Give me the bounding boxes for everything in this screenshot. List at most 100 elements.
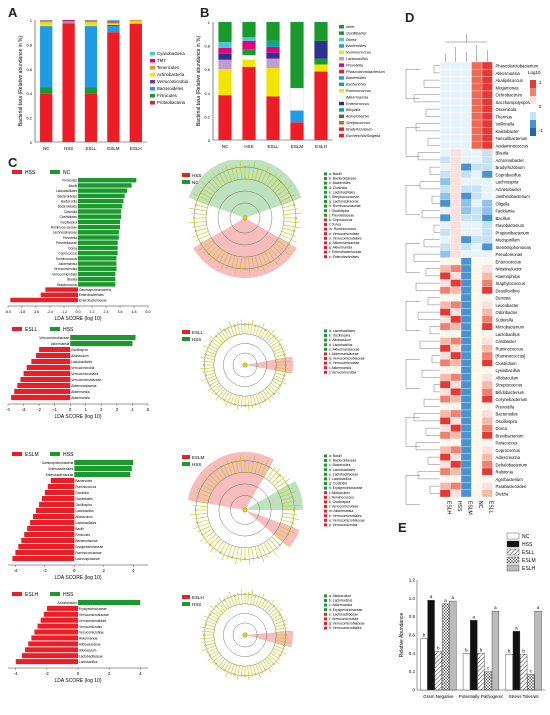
b-legend-swatch	[339, 89, 344, 93]
c-clade-ring	[223, 343, 267, 387]
c-clade-branch	[190, 512, 208, 516]
c-clade-branch	[270, 338, 283, 348]
c-clade-branch	[202, 370, 215, 373]
e-sig-letter: a	[451, 595, 454, 600]
d-heatmap-cell	[460, 134, 472, 142]
d-heatmap-cell	[460, 293, 472, 302]
d-row-label: Thermus	[496, 114, 513, 119]
d-heatmap-cell	[460, 214, 472, 222]
d-row-label: Veillonella	[496, 122, 516, 127]
c-clade-branch	[247, 591, 250, 604]
c-clade-branch	[274, 645, 286, 651]
c-clade-branch	[276, 360, 291, 363]
c-clade-branch	[257, 393, 264, 405]
d-heatmap-cell	[450, 359, 462, 367]
c-lda-label: Coprococcus	[58, 252, 77, 256]
b-ytick: 0.2	[204, 114, 210, 119]
c-clade-node	[244, 674, 247, 677]
c-clado-legend-swatch	[324, 622, 327, 625]
c-lda-bar	[50, 478, 75, 484]
c-clade-node	[230, 266, 233, 269]
c-axis-label: LDA SCORE (log 10)	[55, 316, 102, 322]
a-bar-segment	[62, 21, 75, 23]
c-tick-label: 4	[131, 407, 134, 412]
d-heatmap-cell	[481, 214, 493, 222]
c-lda-label: Streptococcus	[57, 283, 78, 287]
c-lda-bar	[78, 266, 117, 271]
c-clade-node	[284, 634, 287, 637]
c-clade-branch	[260, 599, 266, 609]
c-lda-label: Clostridiales	[75, 497, 93, 501]
c-lda-label: Lachnospiraceae	[53, 231, 78, 235]
c-clade-branch	[209, 614, 219, 620]
c-clade-branch	[274, 183, 287, 194]
c-clado-legend-swatch	[324, 486, 327, 490]
c-clade-branch	[202, 474, 217, 486]
b-legend-label: Ruminococcus	[346, 51, 371, 55]
c-clade-branch	[220, 467, 227, 478]
b-legend-swatch	[339, 25, 344, 29]
c-clade-branch	[215, 335, 224, 344]
c-clade-node	[233, 673, 236, 676]
c-clade-branch	[214, 540, 224, 553]
d-heatmap-cell	[471, 148, 483, 157]
c-clade-branch	[231, 168, 236, 181]
c-clade-node	[257, 167, 260, 170]
d-heatmap-cell	[450, 83, 462, 92]
a-bar-segment	[84, 22, 98, 27]
d-heatmap-cell	[460, 257, 472, 266]
d-heatmap-cell	[471, 250, 483, 258]
c-clade-node	[209, 543, 212, 546]
a-legend-label: Bacteroidetes	[157, 86, 183, 91]
c-clade-branch	[264, 658, 273, 669]
d-row-label: Mucispirillum	[496, 238, 521, 243]
d-heatmap-cell	[460, 206, 472, 215]
c-tick-label: -4	[14, 568, 18, 573]
c-clade-branch	[276, 630, 291, 633]
d-legend-swatch	[530, 88, 536, 96]
c-clade-branch	[251, 455, 255, 473]
c-legend-label: HSS	[63, 327, 74, 333]
c-lda-label: Oscillospira	[61, 220, 78, 224]
d-heatmap-cell	[460, 467, 472, 476]
c-clado-legend-label: g: Clostridia	[329, 482, 347, 486]
d-heatmap-cell	[481, 272, 493, 280]
c-clade-branch	[240, 589, 243, 604]
b-bar-segment	[218, 59, 232, 70]
c-clade-branch	[197, 496, 209, 501]
d-heatmap-cell	[450, 206, 462, 215]
d-heatmap-cell	[439, 199, 451, 208]
d-column-label: ESLM	[466, 501, 472, 515]
c-clade-node	[223, 598, 226, 601]
d-heatmap-cell	[460, 98, 472, 106]
c-legend-swatch	[50, 327, 60, 331]
d-row-label: Paracoccus	[496, 441, 518, 446]
e-legend-swatch	[506, 532, 520, 540]
c-clade-node	[264, 399, 267, 402]
d-heatmap-cell	[460, 351, 472, 360]
c-clado-legend-label: c: Allobaculum	[329, 338, 351, 342]
d-left-dendro-line	[405, 417, 420, 447]
c-clade-node	[283, 644, 286, 647]
d-heatmap-cell	[481, 402, 493, 411]
c-lda-bar	[78, 271, 116, 277]
c-clado-legend-swatch	[182, 455, 190, 459]
c-lda-bar	[36, 508, 75, 514]
e-ytick: 0.2	[409, 669, 416, 674]
b-legend-label: Enterococcus	[346, 102, 369, 106]
c-lda-label: Gammaproteobacteria	[79, 288, 111, 292]
c-clade-branch	[202, 375, 216, 381]
c-lda-label: Verrucomicrobiae	[52, 272, 77, 276]
d-row-label: Citrobacter	[496, 339, 517, 344]
c-lda-bar	[45, 287, 78, 292]
b-legend-label: Bradyrhizobium	[346, 127, 372, 131]
d-heatmap-cell	[471, 61, 483, 70]
e-xtick: Potentially Pathogenic	[459, 694, 504, 699]
b-legend-swatch	[339, 76, 344, 80]
c-clado-legend-swatch	[182, 180, 190, 184]
c-clade-ring	[218, 483, 272, 537]
c-clade-branch	[188, 207, 207, 212]
b-legend-swatch	[339, 101, 344, 106]
b-legend-label: Dorea	[346, 38, 356, 42]
d-heatmap-cell	[460, 446, 472, 454]
